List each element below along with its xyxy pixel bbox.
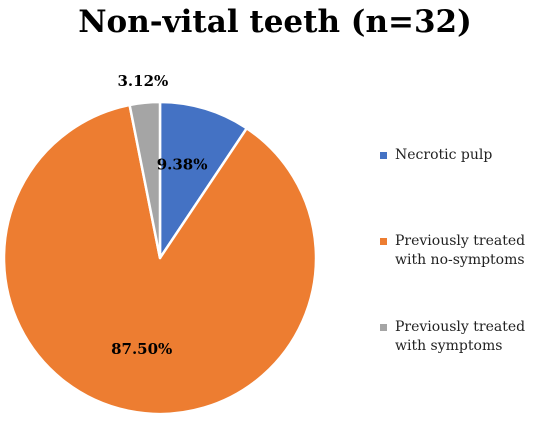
legend-label-previously-treated-symptoms: Previously treated with symptoms bbox=[395, 319, 526, 354]
slice-previously-treated-no-symptoms bbox=[2, 103, 318, 416]
legend-item-previously-treated-symptoms: Previously treated with symptoms bbox=[380, 318, 550, 356]
data-label-previously-treated-symptoms: 3.12% bbox=[118, 72, 169, 90]
legend-swatch-necrotic-pulp bbox=[380, 152, 387, 159]
slice-previously-treated-symptoms bbox=[128, 100, 162, 260]
slice-necrotic-pulp bbox=[158, 100, 248, 260]
data-label-previously-treated-no-symptoms: 87.50% bbox=[111, 340, 172, 358]
legend-item-necrotic-pulp: Necrotic pulp bbox=[380, 146, 550, 165]
legend-swatch-previously-treated-no-symptoms bbox=[380, 238, 387, 245]
legend-label-previously-treated-no-symptoms: Previously treated with no-symptoms bbox=[395, 233, 526, 268]
legend-item-previously-treated-no-symptoms: Previously treated with no-symptoms bbox=[380, 232, 550, 270]
pie-slices bbox=[2, 100, 318, 416]
data-label-necrotic-pulp: 9.38% bbox=[157, 155, 208, 173]
legend-swatch-previously-treated-symptoms bbox=[380, 324, 387, 331]
pie-data-labels: 9.38% 87.50% 3.12% bbox=[111, 72, 207, 358]
legend-label-necrotic-pulp: Necrotic pulp bbox=[395, 147, 493, 163]
chart-title: Non-vital teeth (n=32) bbox=[78, 4, 472, 40]
